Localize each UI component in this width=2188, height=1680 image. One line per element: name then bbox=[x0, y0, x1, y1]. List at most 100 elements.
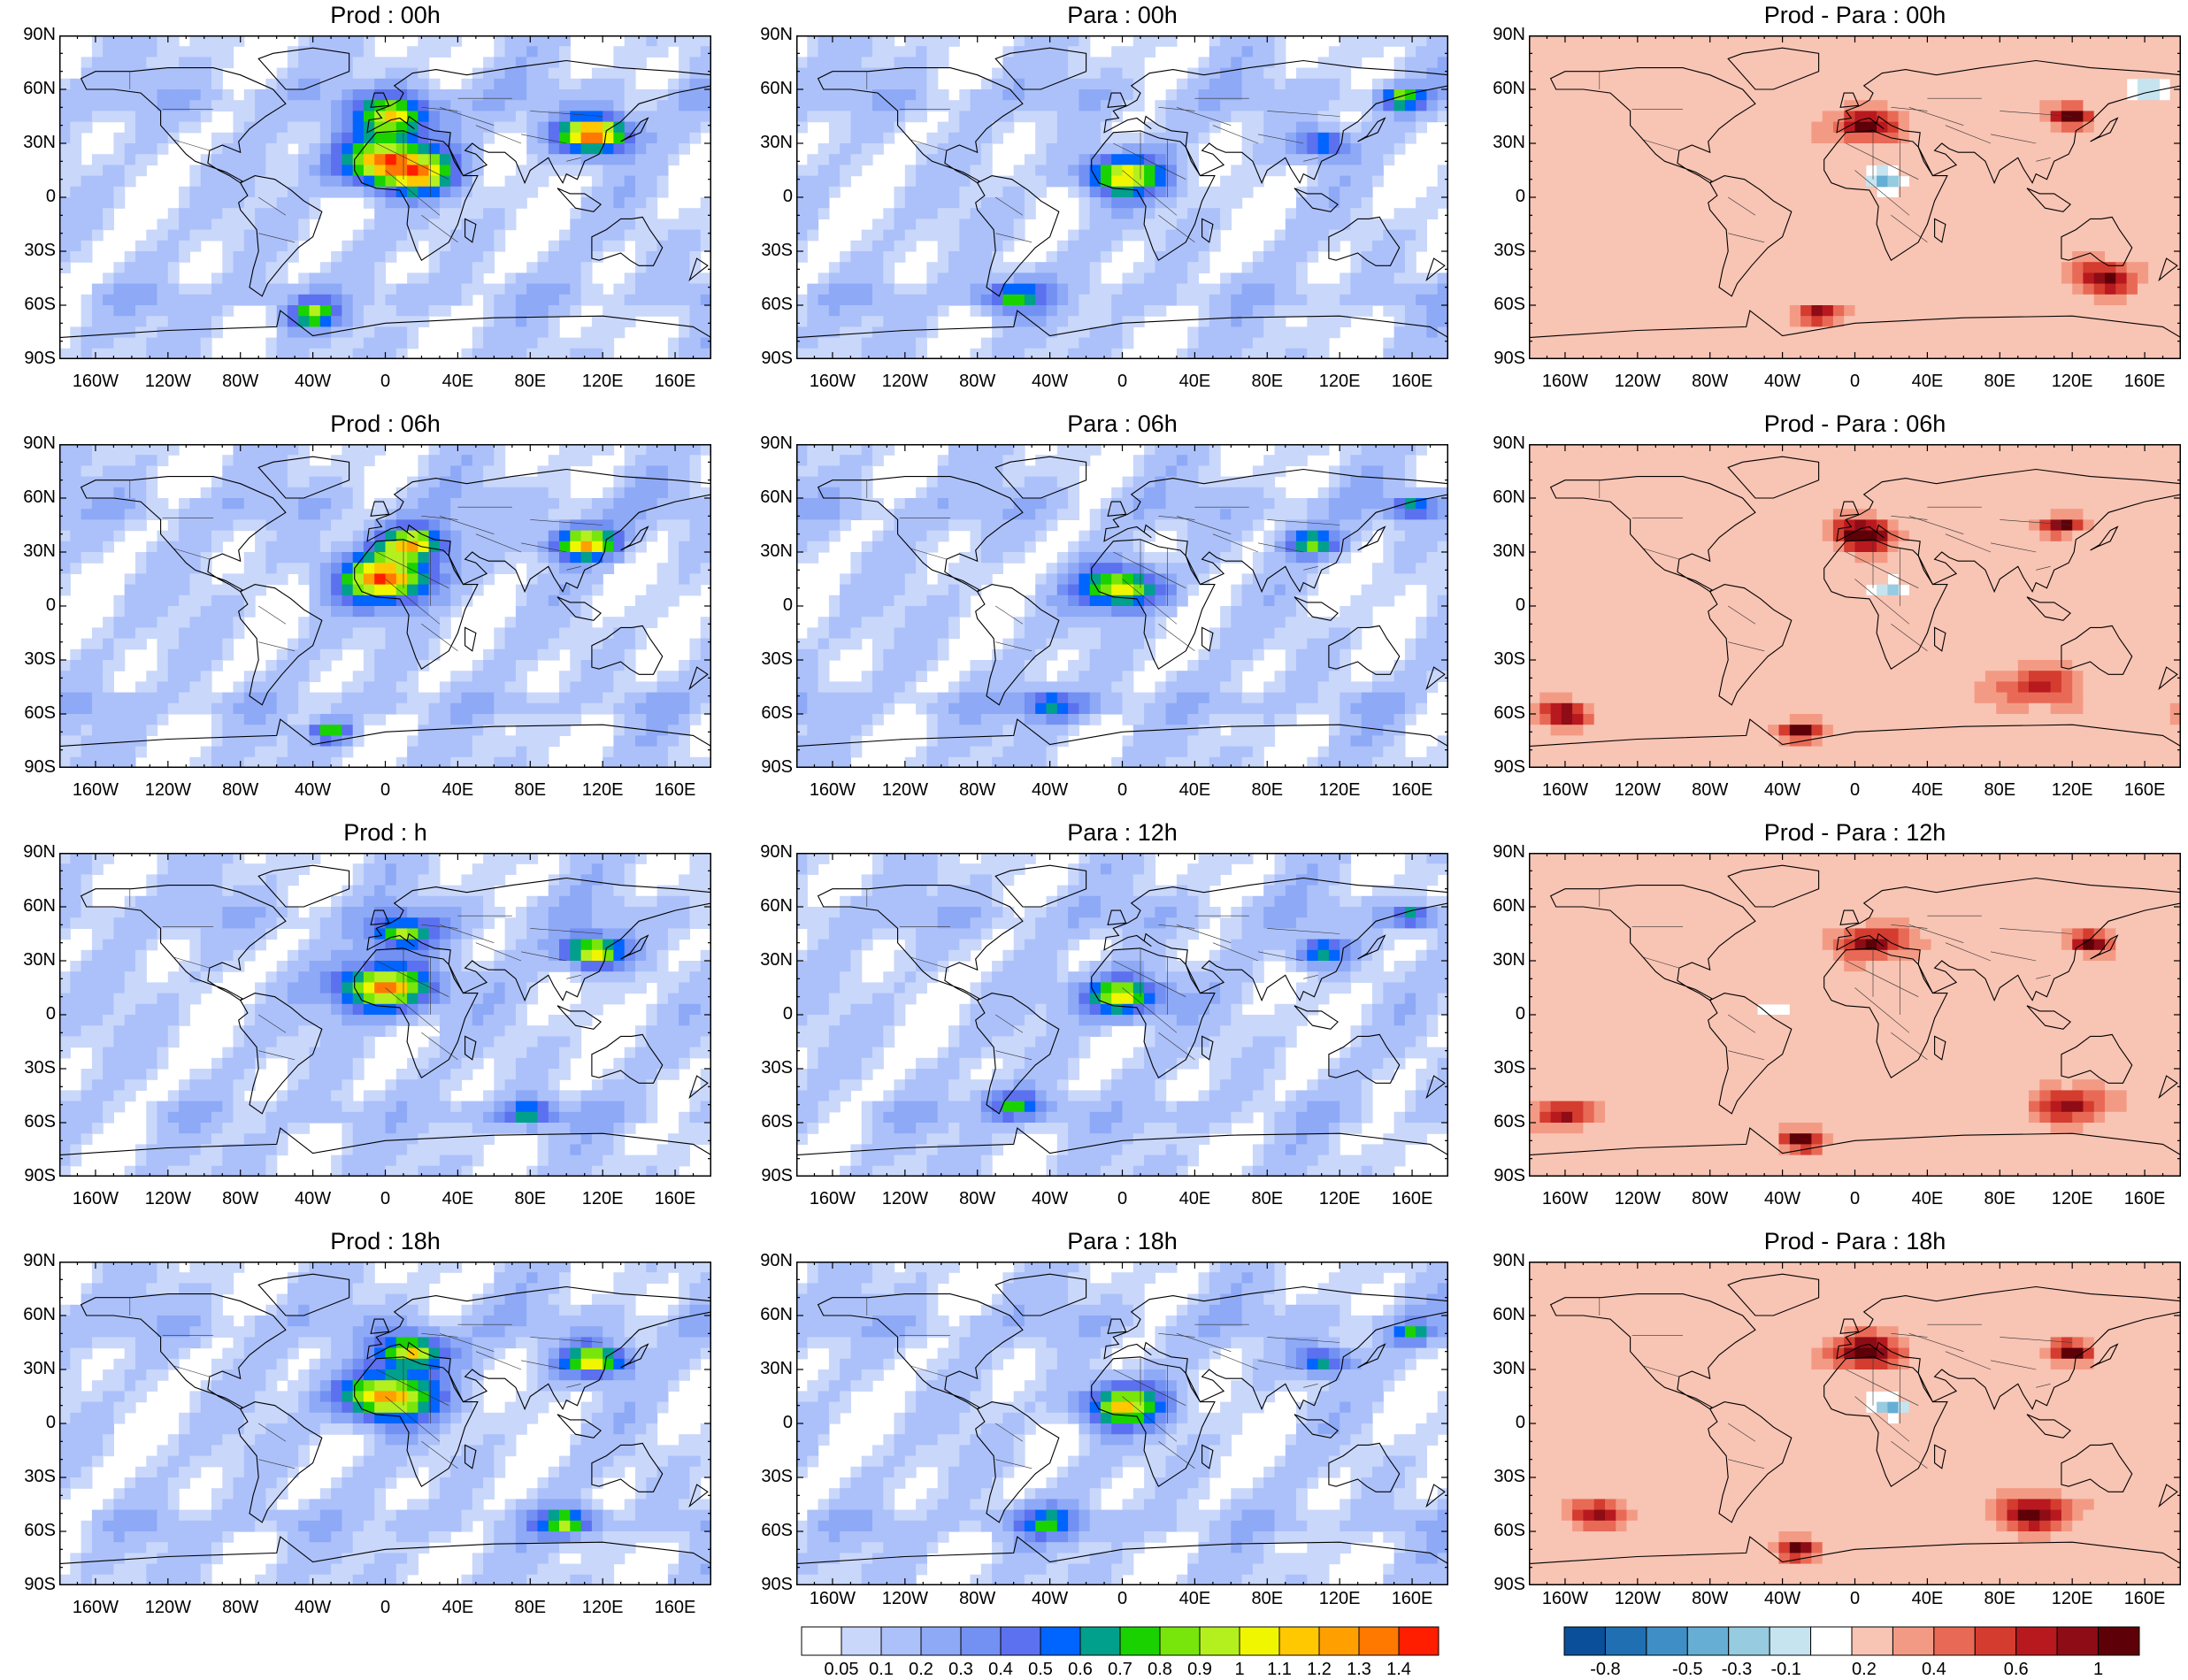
lon-tick-label: 80E bbox=[1964, 1189, 2035, 1209]
lat-tick-label: 90N bbox=[741, 842, 793, 863]
lat-tick-label: 90N bbox=[4, 1251, 56, 1271]
country-borders bbox=[1599, 1297, 2073, 1469]
lon-tick-label: 40E bbox=[422, 780, 493, 801]
lat-tick-label: 30S bbox=[741, 1467, 793, 1487]
lat-tick-label: 30N bbox=[741, 950, 793, 970]
lon-tick-label: 0 bbox=[1087, 780, 1158, 801]
lat-tick-label: 60S bbox=[4, 295, 56, 315]
coastlines bbox=[1529, 47, 2181, 359]
panel-title: Prod - Para : 12h bbox=[1529, 819, 2181, 847]
colorbar-swatch bbox=[960, 1626, 1002, 1656]
colorbar-label: 1 bbox=[1213, 1660, 1266, 1680]
lat-tick-label: 30S bbox=[4, 1467, 56, 1487]
lat-tick-label: 0 bbox=[4, 187, 56, 207]
lat-tick-label: 0 bbox=[1474, 595, 1525, 616]
lon-tick-label: 160W bbox=[1530, 1589, 1601, 1609]
lat-tick-label: 30S bbox=[4, 649, 56, 670]
coastlines bbox=[796, 456, 1448, 768]
lon-tick-label: 40E bbox=[1892, 780, 1962, 801]
coastlines bbox=[59, 1273, 711, 1585]
lat-tick-label: 90S bbox=[1474, 349, 1525, 369]
colorbar-swatch bbox=[1159, 1626, 1201, 1656]
lon-tick-label: 0 bbox=[350, 1598, 421, 1618]
lat-tick-label: 0 bbox=[4, 1004, 56, 1024]
lat-tick-label: 60N bbox=[4, 487, 56, 508]
colorbar-swatch bbox=[1119, 1626, 1161, 1656]
lon-tick-label: 160W bbox=[1530, 780, 1601, 801]
lon-tick-label: 160W bbox=[60, 372, 131, 392]
lon-tick-label: 40E bbox=[1159, 1189, 1230, 1209]
lon-tick-label: 0 bbox=[1820, 372, 1891, 392]
lat-tick-label: 0 bbox=[1474, 1413, 1525, 1433]
lon-tick-label: 120E bbox=[2037, 1589, 2107, 1609]
lon-tick-label: 80E bbox=[1232, 1189, 1302, 1209]
lon-tick-label: 40W bbox=[278, 780, 349, 801]
panel-title: Prod - Para : 06h bbox=[1529, 410, 2181, 438]
colorbar-swatch bbox=[1318, 1626, 1360, 1656]
lon-tick-label: 40E bbox=[1892, 1589, 1962, 1609]
lat-tick-label: 30N bbox=[1474, 133, 1525, 153]
lon-tick-label: 0 bbox=[1087, 372, 1158, 392]
lon-tick-label: 120E bbox=[1304, 780, 1375, 801]
lon-tick-label: 160W bbox=[797, 780, 868, 801]
lon-tick-label: 120E bbox=[1304, 372, 1375, 392]
lat-tick-label: 30S bbox=[4, 241, 56, 261]
panel-title: Para : 12h bbox=[796, 819, 1448, 847]
lat-tick-label: 30N bbox=[741, 133, 793, 153]
colorbar-label: 1.4 bbox=[1372, 1660, 1425, 1680]
lat-tick-label: 60N bbox=[741, 896, 793, 917]
lon-tick-label: 160W bbox=[797, 1589, 868, 1609]
lat-tick-label: 60N bbox=[741, 79, 793, 99]
colorbar-swatch bbox=[1892, 1626, 1935, 1656]
colorbar-label: -0.1 bbox=[1760, 1660, 1813, 1680]
axis-ticks bbox=[796, 444, 1448, 768]
colorbar-swatch bbox=[880, 1626, 922, 1656]
colorbar-label: 1.1 bbox=[1253, 1660, 1306, 1680]
colorbar-swatch bbox=[801, 1626, 842, 1656]
lon-tick-label: 80W bbox=[942, 1189, 1013, 1209]
colorbar-swatch bbox=[1278, 1626, 1320, 1656]
lon-tick-label: 120W bbox=[1602, 780, 1673, 801]
lon-tick-label: 120W bbox=[870, 1589, 940, 1609]
lat-tick-label: 90S bbox=[1474, 1166, 1525, 1186]
lat-tick-label: 60S bbox=[4, 703, 56, 724]
lon-tick-label: 160W bbox=[60, 1598, 131, 1618]
colorbar-label: 0.6 bbox=[1054, 1660, 1107, 1680]
lat-tick-label: 60S bbox=[741, 1521, 793, 1541]
colorbar-swatch bbox=[1646, 1626, 1688, 1656]
map-plot bbox=[796, 35, 1448, 359]
lon-tick-label: 160E bbox=[2109, 1189, 2180, 1209]
lat-tick-label: 30N bbox=[4, 1359, 56, 1379]
lat-tick-label: 30S bbox=[1474, 1467, 1525, 1487]
lon-tick-label: 0 bbox=[1820, 1589, 1891, 1609]
colorbar-swatch bbox=[1604, 1626, 1647, 1656]
colorbar-swatch bbox=[1563, 1626, 1606, 1656]
colorbar-label: 0.05 bbox=[815, 1660, 868, 1680]
lon-tick-label: 160W bbox=[60, 1189, 131, 1209]
axis-ticks bbox=[59, 1262, 711, 1585]
lat-tick-label: 90S bbox=[741, 1166, 793, 1186]
axis-ticks bbox=[1529, 35, 2181, 359]
lon-tick-label: 80E bbox=[495, 1189, 565, 1209]
lon-tick-label: 80W bbox=[942, 372, 1013, 392]
lon-tick-label: 160E bbox=[640, 372, 710, 392]
panel-title: Para : 00h bbox=[796, 2, 1448, 29]
lon-tick-label: 40E bbox=[422, 372, 493, 392]
lon-tick-label: 160E bbox=[640, 1189, 710, 1209]
lon-tick-label: 80W bbox=[205, 780, 276, 801]
lat-tick-label: 90N bbox=[741, 1251, 793, 1271]
map-plot bbox=[796, 853, 1448, 1177]
lat-tick-label: 90N bbox=[1474, 25, 1525, 45]
lon-tick-label: 120W bbox=[870, 372, 940, 392]
axis-ticks bbox=[1529, 1262, 2181, 1585]
lat-tick-label: 90S bbox=[4, 757, 56, 778]
lon-tick-label: 40W bbox=[1747, 780, 1818, 801]
lon-tick-label: 120W bbox=[1602, 1589, 1673, 1609]
lat-tick-label: 60S bbox=[741, 295, 793, 315]
lon-tick-label: 120W bbox=[133, 1189, 203, 1209]
lon-tick-label: 120E bbox=[2037, 780, 2107, 801]
lon-tick-label: 40E bbox=[422, 1598, 493, 1618]
lon-tick-label: 0 bbox=[350, 780, 421, 801]
shaded-field bbox=[1529, 35, 2181, 359]
lon-tick-label: 160E bbox=[1377, 372, 1447, 392]
